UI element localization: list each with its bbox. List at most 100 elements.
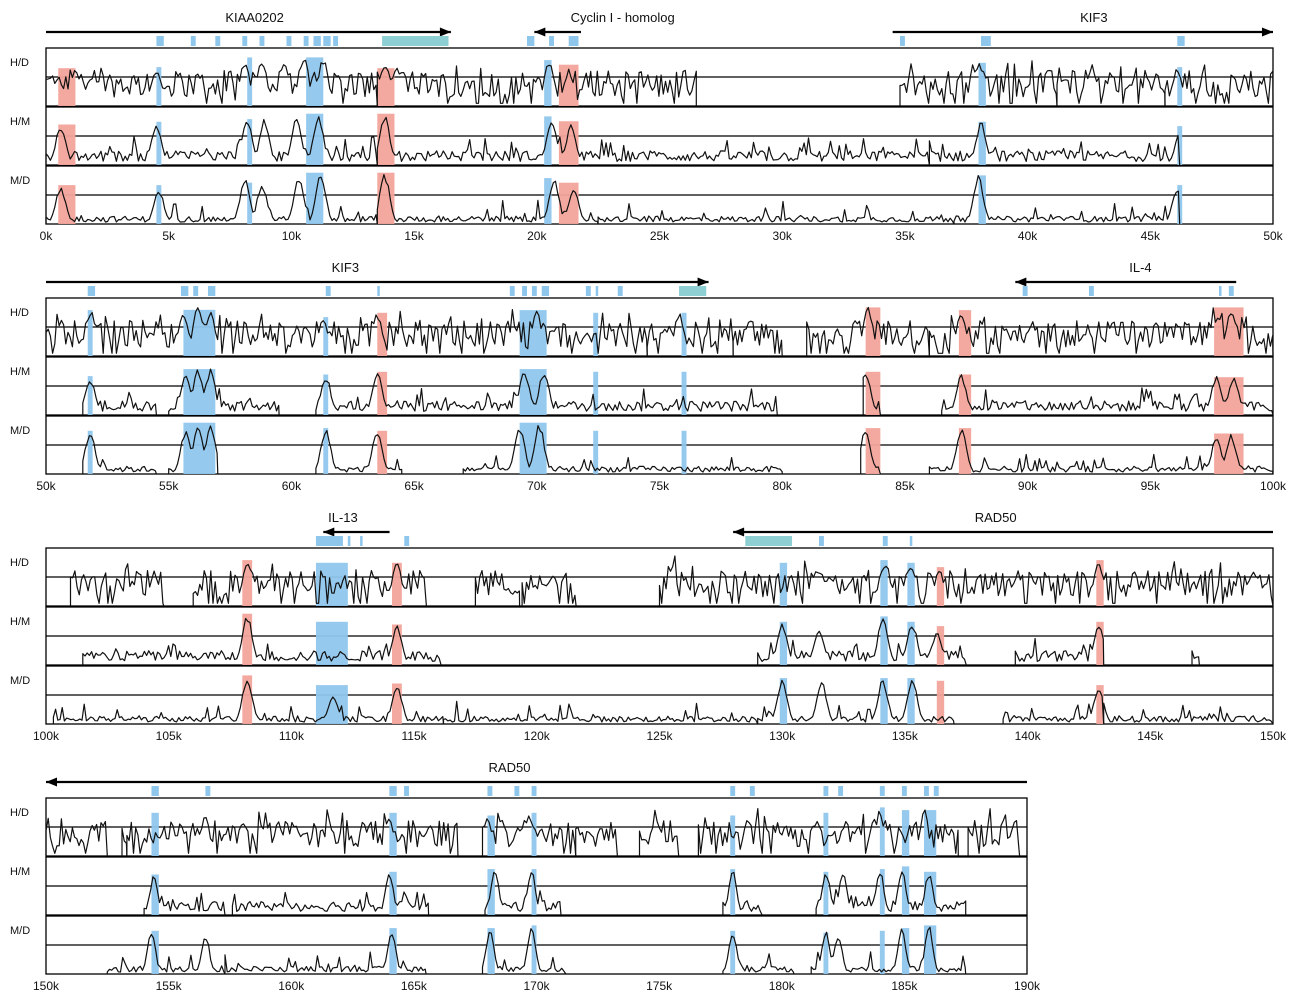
exon-marker: [323, 36, 331, 46]
exon-marker: [389, 786, 397, 796]
tick-label: 145k: [1137, 729, 1164, 743]
conserved-exon-region: [487, 815, 495, 856]
conserved-exon-region: [487, 869, 495, 915]
conserved-exon-region: [779, 678, 788, 724]
conserved-exon-region: [247, 182, 253, 224]
conservation-trace: [82, 617, 442, 666]
row-h-m: H/M: [10, 606, 1274, 666]
utr-marker: [679, 286, 707, 296]
tick-label: 150k: [33, 979, 60, 993]
tick-label: 135k: [892, 729, 919, 743]
gene-label: RAD50: [489, 760, 531, 775]
row-m-d: M/D: [10, 165, 1274, 225]
exon-marker: [585, 286, 591, 296]
tick-label: 190k: [1014, 979, 1041, 993]
conserved-exon-region: [978, 175, 986, 224]
row-label: M/D: [10, 175, 30, 187]
panel-2: KIF3 IL-4 H/D H/M M/D 50k 55k 60k 65k 70k 75k 80k 85…: [10, 260, 1287, 493]
tick-label: 25k: [650, 229, 670, 243]
conserved-exon-region: [519, 310, 547, 356]
conserved-exon-region: [531, 925, 537, 974]
row-label: M/D: [10, 925, 30, 937]
exon-marker: [377, 286, 380, 296]
conserved-noncoding-region: [558, 64, 579, 106]
conserved-noncoding-region: [936, 626, 945, 665]
exon-marker: [360, 536, 363, 546]
exon-marker: [347, 536, 351, 546]
panel-1: KIAA0202 Cyclin I - homolog KIF3 H/D H/M M/D 0…: [10, 10, 1284, 243]
conservation-trace: [860, 432, 881, 475]
tick-label: 125k: [646, 729, 673, 743]
conserved-exon-region: [823, 932, 829, 974]
tick-label: 15k: [404, 229, 424, 243]
conservation-trace: [806, 306, 930, 357]
gene-arrow-head: [323, 527, 335, 537]
tick-label: 70k: [527, 479, 547, 493]
conservation-trace: [192, 563, 427, 607]
conserved-exon-region: [306, 57, 324, 106]
conserved-exon-region: [923, 871, 937, 915]
row-h-d: H/D: [10, 797, 1028, 857]
tick-label: 10k: [282, 229, 302, 243]
conserved-exon-region: [880, 678, 888, 724]
conserved-exon-region: [531, 869, 537, 915]
conserved-noncoding-region: [58, 68, 76, 106]
conservation-trace: [121, 827, 128, 857]
conserved-exon-region: [389, 871, 397, 915]
row-m-d: M/D: [10, 415, 1274, 475]
conserved-exon-region: [879, 807, 885, 856]
exon-marker: [1088, 286, 1094, 296]
conservation-trace: [722, 935, 795, 975]
conservation-trace: [45, 116, 378, 166]
conservation-trace: [315, 373, 778, 416]
conserved-exon-region: [593, 371, 599, 415]
gene-arrow-head: [439, 27, 451, 37]
conservation-trace: [757, 679, 955, 725]
conserved-noncoding-region: [1096, 621, 1104, 665]
conservation-trace: [45, 176, 378, 225]
conserved-exon-region: [544, 116, 552, 165]
gene-label: KIF3: [1080, 10, 1107, 25]
conserved-exon-region: [730, 930, 736, 974]
row-m-d: M/D: [10, 915, 1028, 975]
conserved-noncoding-region: [1214, 307, 1244, 356]
conservation-trace: [69, 563, 165, 607]
conserved-noncoding-region: [392, 562, 402, 606]
exon-marker: [242, 36, 248, 46]
conserved-exon-region: [87, 376, 93, 415]
conserved-exon-region: [323, 317, 329, 356]
exon-marker: [531, 786, 537, 796]
exon-marker: [823, 786, 829, 796]
row-h-d: H/D: [10, 47, 1274, 107]
conservation-trace: [899, 60, 1058, 107]
conserved-exon-region: [519, 422, 547, 474]
tick-label: 65k: [404, 479, 424, 493]
conserved-exon-region: [823, 812, 829, 856]
exon-marker: [286, 36, 292, 46]
exon-marker: [193, 286, 199, 296]
exon-marker: [509, 286, 515, 296]
exon-marker: [879, 786, 885, 796]
gene-arrow-head: [697, 277, 709, 287]
conservation-trace: [638, 809, 680, 857]
conservation-trace: [126, 809, 459, 857]
exon-marker: [749, 786, 755, 796]
tick-label: 50k: [1263, 229, 1283, 243]
conserved-noncoding-region: [392, 683, 402, 724]
exon-marker: [617, 286, 623, 296]
exon-marker: [404, 536, 410, 546]
conserved-exon-region: [389, 812, 397, 856]
tick-label: 90k: [1018, 479, 1038, 493]
conserved-exon-region: [247, 119, 253, 165]
conserved-exon-region: [1177, 185, 1183, 224]
panel-4: RAD50 H/D H/M M/D 150k 155k 160k 165k 170k 175k 18…: [10, 760, 1041, 993]
conservation-trace: [928, 429, 1274, 475]
conservation-trace: [168, 368, 280, 416]
conserved-noncoding-region: [936, 567, 945, 606]
conservation-trace: [1056, 64, 1166, 107]
tick-label: 80k: [773, 479, 793, 493]
conservation-trace: [1103, 702, 1274, 725]
gene-arrow-head: [46, 777, 57, 787]
row-label: H/M: [10, 116, 30, 128]
